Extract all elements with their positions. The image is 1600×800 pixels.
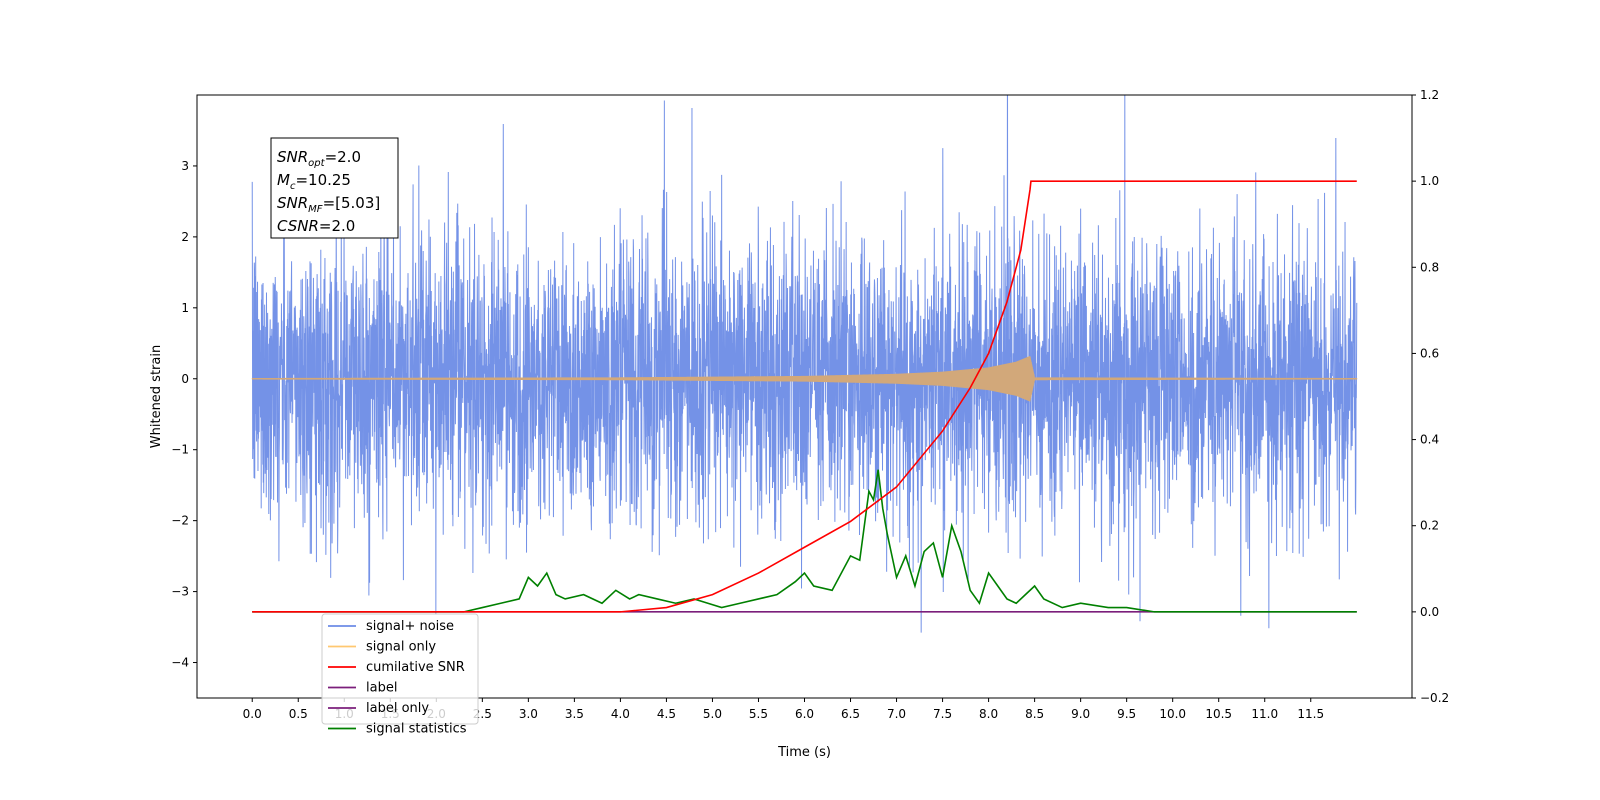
y-axis-left: −4 −3 −2 −1 0 1 2 3 <box>171 159 197 670</box>
y2-tick-label: 1.0 <box>1420 174 1439 188</box>
x-axis-label: Time (s) <box>777 745 831 760</box>
x-tick-label: 8.0 <box>979 707 998 721</box>
x-tick-label: 11.5 <box>1297 707 1324 721</box>
y-tick-label: −4 <box>171 656 189 670</box>
x-tick-label: 7.0 <box>887 707 906 721</box>
x-tick-label: 4.0 <box>611 707 630 721</box>
y-tick-label: 0 <box>181 372 189 386</box>
x-axis: 0.00.51.01.52.02.53.03.54.04.55.05.56.06… <box>243 698 1324 721</box>
y2-tick-label: 0.6 <box>1420 346 1439 360</box>
x-tick-label: 6.0 <box>795 707 814 721</box>
x-tick-label: 8.5 <box>1025 707 1044 721</box>
series-cumulative-snr <box>252 180 1357 613</box>
y2-tick-label: 0.2 <box>1420 519 1439 533</box>
legend-entry: signal statistics <box>366 722 467 737</box>
y2-tick-label: −0.2 <box>1420 691 1449 705</box>
x-tick-label: 4.5 <box>657 707 676 721</box>
y-tick-label: 3 <box>181 159 189 173</box>
legend-entry: label <box>366 681 397 696</box>
y2-tick-label: 0.8 <box>1420 260 1439 274</box>
legend-frame <box>321 613 479 725</box>
y-tick-label: −2 <box>171 514 189 528</box>
y-tick-label: −1 <box>171 443 189 457</box>
y-axis-right: −0.2 0.0 0.2 0.4 0.6 0.8 1.0 1.2 <box>1412 88 1449 705</box>
y-tick-label: 1 <box>181 301 189 315</box>
legend-entry: label only <box>366 701 429 716</box>
annotation-frame <box>270 137 399 239</box>
x-tick-label: 0.0 <box>243 707 262 721</box>
legend-entry: signal+ noise <box>366 619 454 634</box>
x-tick-label: 10.5 <box>1205 707 1232 721</box>
annotation-line: Mc=10.25 <box>277 171 351 192</box>
series-signal-statistics <box>252 469 1357 613</box>
legend-entry: signal only <box>366 640 436 655</box>
x-tick-label: 11.0 <box>1251 707 1278 721</box>
y-tick-label: 2 <box>181 230 189 244</box>
y2-tick-label: 0.0 <box>1420 605 1439 619</box>
legend: signal+ noise signal only cumilative SNR la… <box>321 613 479 737</box>
x-tick-label: 7.5 <box>933 707 952 721</box>
x-tick-label: 9.5 <box>1117 707 1136 721</box>
series-signal-only <box>251 356 1358 402</box>
legend-entry: cumilative SNR <box>366 660 465 675</box>
y2-tick-label: 0.4 <box>1420 433 1439 447</box>
annotation-line: SNRopt=2.0 <box>277 148 361 169</box>
series-signal-noise <box>251 95 1358 633</box>
annotation-line: SNRMF=[5.03] <box>277 194 380 215</box>
y2-tick-label: 1.2 <box>1420 88 1439 102</box>
x-tick-label: 3.0 <box>519 707 538 721</box>
x-tick-label: 10.0 <box>1159 707 1186 721</box>
x-tick-label: 5.5 <box>749 707 768 721</box>
y-axis-label: Whitened strain <box>149 345 164 448</box>
x-tick-label: 6.5 <box>841 707 860 721</box>
x-tick-label: 0.5 <box>289 707 308 721</box>
x-tick-label: 3.5 <box>565 707 584 721</box>
x-tick-label: 9.0 <box>1071 707 1090 721</box>
x-tick-label: 5.0 <box>703 707 722 721</box>
y-tick-label: −3 <box>171 585 189 599</box>
annotation-line: CSNR=2.0 <box>277 217 355 235</box>
